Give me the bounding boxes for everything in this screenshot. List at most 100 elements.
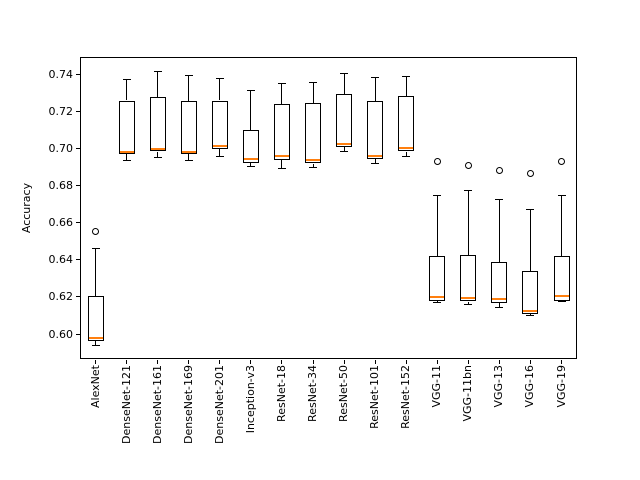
box-body — [553, 256, 570, 301]
x-tick-label: DenseNet-161 — [150, 365, 164, 444]
whisker-lower — [219, 148, 221, 157]
y-tick-label: 0.64 — [48, 253, 74, 267]
cap-upper — [433, 194, 442, 196]
median-line — [523, 309, 538, 312]
whisker-upper — [529, 209, 531, 271]
box-body — [305, 103, 321, 164]
box-body — [429, 256, 446, 301]
cap-lower — [215, 155, 224, 157]
cap-lower — [309, 166, 317, 168]
median-line — [461, 296, 476, 299]
x-tick-label: ResNet-18 — [274, 365, 288, 422]
median-line — [150, 147, 165, 150]
median-line — [274, 155, 289, 158]
median-line — [212, 145, 227, 148]
cap-lower — [122, 160, 131, 162]
box-body — [180, 100, 197, 155]
whisker-lower — [157, 151, 159, 158]
whisker-lower — [498, 303, 500, 308]
x-tick-mark — [405, 360, 407, 364]
cap-lower — [153, 156, 162, 158]
x-tick-label: DenseNet-121 — [119, 365, 133, 444]
whisker-upper — [374, 77, 376, 101]
whisker-upper — [250, 90, 252, 131]
cap-upper — [495, 199, 504, 201]
whisker-lower — [467, 301, 469, 305]
median-line — [88, 336, 103, 339]
y-tick-mark — [76, 111, 80, 113]
x-tick-mark — [157, 360, 159, 364]
cap-upper — [402, 76, 411, 77]
x-tick-label: DenseNet-201 — [212, 365, 226, 444]
x-tick-mark — [374, 360, 376, 364]
median-line — [181, 150, 196, 153]
outlier-point — [526, 170, 534, 178]
x-tick-mark — [498, 360, 500, 364]
median-line — [306, 158, 320, 161]
cap-upper — [557, 194, 566, 196]
x-tick-label: AlexNet — [88, 365, 102, 408]
box-body — [273, 104, 290, 160]
median-line — [337, 143, 351, 146]
median-line — [119, 151, 134, 154]
cap-upper — [526, 209, 535, 211]
whisker-upper — [405, 76, 407, 96]
whisker-lower — [188, 154, 190, 161]
cap-lower — [340, 151, 348, 152]
median-line — [399, 146, 414, 149]
whisker-upper — [561, 195, 562, 257]
x-tick-label: ResNet-152 — [399, 365, 413, 429]
box-body — [242, 130, 259, 163]
whisker-lower — [374, 158, 376, 164]
x-tick-mark — [95, 360, 96, 364]
cap-lower — [371, 163, 380, 164]
cap-lower — [402, 155, 411, 157]
x-tick-label: ResNet-50 — [337, 365, 350, 422]
x-tick-mark — [312, 360, 314, 364]
cap-upper — [184, 75, 193, 76]
outlier-point — [495, 167, 503, 175]
x-tick-label: VGG-11bn — [461, 365, 475, 422]
whisker-upper — [467, 190, 469, 256]
cap-upper — [215, 77, 224, 79]
y-tick-label: 0.74 — [48, 68, 74, 82]
x-tick-label: VGG-16 — [523, 365, 537, 408]
x-tick-mark — [219, 360, 221, 364]
x-tick-label: VGG-19 — [554, 365, 568, 408]
y-tick-label: 0.66 — [48, 216, 74, 230]
x-tick-mark — [529, 360, 531, 364]
x-tick-mark — [126, 360, 128, 364]
y-tick-mark — [76, 222, 80, 224]
cap-lower — [91, 344, 100, 346]
x-tick-mark — [250, 360, 252, 364]
cap-upper — [246, 89, 255, 91]
median-line — [243, 157, 258, 160]
whisker-upper — [126, 79, 128, 101]
box-body — [149, 96, 166, 152]
x-tick-mark — [561, 360, 562, 364]
y-tick-label: 0.60 — [48, 327, 74, 341]
whisker-lower — [126, 154, 128, 161]
x-tick-label: DenseNet-169 — [181, 365, 195, 444]
whisker-upper — [312, 82, 314, 104]
y-tick-label: 0.62 — [48, 290, 74, 304]
x-tick-mark — [188, 360, 190, 364]
cap-lower — [277, 167, 286, 169]
whisker-lower — [281, 159, 283, 169]
y-tick-label: 0.72 — [48, 105, 74, 119]
median-line — [368, 155, 383, 158]
cap-upper — [122, 78, 131, 80]
whisker-upper — [343, 73, 345, 95]
y-tick-mark — [76, 259, 80, 261]
x-tick-label: ResNet-34 — [306, 365, 319, 422]
box-body — [118, 100, 135, 155]
box-body — [522, 271, 539, 314]
box-body — [367, 100, 384, 159]
whisker-upper — [436, 195, 438, 257]
cap-upper — [371, 76, 380, 78]
cap-upper — [309, 81, 317, 83]
whisker-lower — [312, 163, 314, 168]
whisker-upper — [498, 199, 500, 262]
whisker-lower — [529, 313, 531, 316]
y-tick-label: 0.68 — [48, 179, 74, 193]
